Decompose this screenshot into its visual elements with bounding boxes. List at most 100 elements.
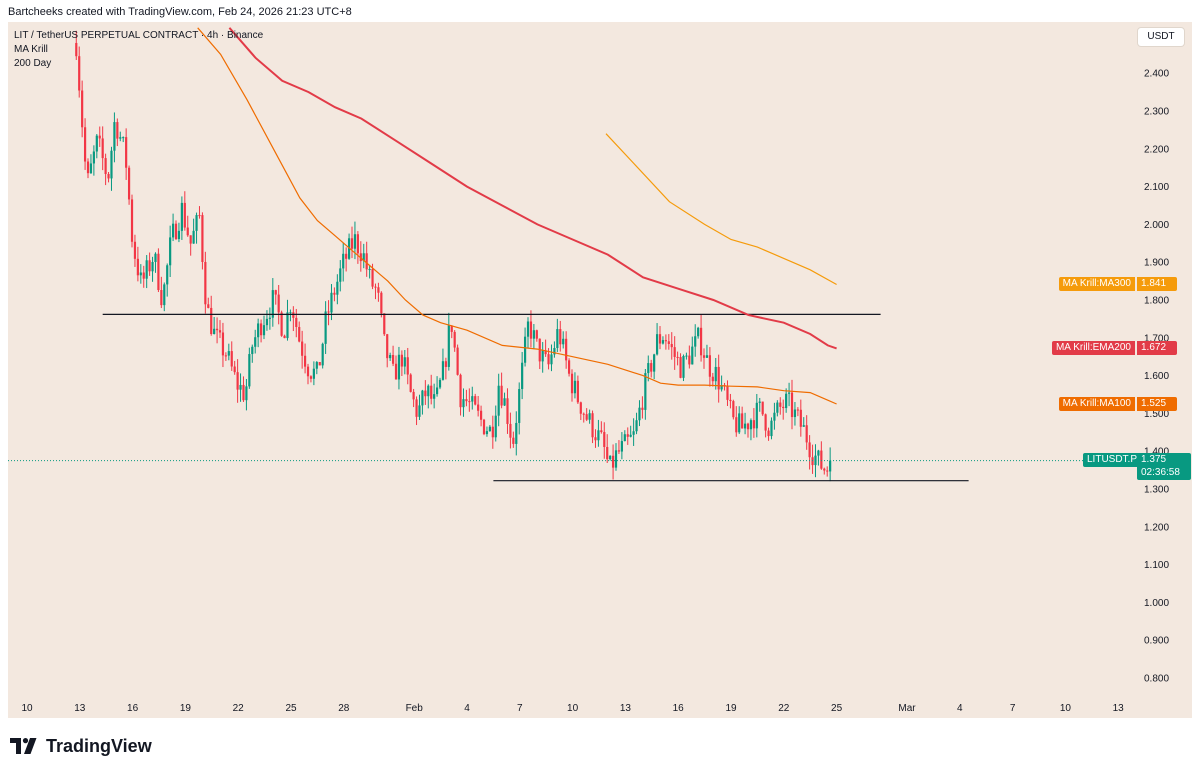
symbol-title[interactable]: LIT / TetherUS PERPETUAL CONTRACT · 4h ·… bbox=[14, 30, 264, 41]
candle-body bbox=[262, 325, 266, 336]
candle-body bbox=[254, 337, 257, 347]
candle-body bbox=[133, 241, 137, 259]
candle-body bbox=[758, 401, 761, 403]
candle-body bbox=[356, 234, 359, 254]
x-tick-label: 19 bbox=[180, 703, 192, 714]
candle-body bbox=[330, 292, 333, 313]
candle-body bbox=[597, 430, 600, 441]
candle-body bbox=[101, 138, 104, 159]
candle-body bbox=[283, 335, 286, 339]
x-tick-label: 10 bbox=[21, 703, 33, 714]
candle-body bbox=[761, 401, 764, 415]
chart-legend: LIT / TetherUS PERPETUAL CONTRACT · 4h ·… bbox=[14, 29, 263, 71]
x-tick-label: 22 bbox=[233, 703, 245, 714]
candle-body bbox=[708, 355, 711, 377]
candle-body bbox=[609, 455, 612, 460]
y-tick-label: 1.800 bbox=[1144, 296, 1169, 307]
candle-body bbox=[776, 402, 779, 413]
candle-body bbox=[113, 122, 116, 151]
candle-body bbox=[306, 366, 310, 377]
candle-body bbox=[339, 268, 342, 282]
y-tick-label: 2.100 bbox=[1144, 182, 1169, 193]
candle-body bbox=[717, 366, 720, 390]
candle-body bbox=[474, 396, 477, 405]
candle-body bbox=[626, 434, 629, 437]
candle-body bbox=[98, 135, 101, 139]
candle-body bbox=[808, 442, 811, 458]
candle-body bbox=[183, 202, 186, 228]
candle-body bbox=[477, 404, 480, 411]
candle-body bbox=[682, 356, 685, 378]
candle-body bbox=[567, 360, 571, 374]
x-tick-label: 25 bbox=[831, 703, 843, 714]
candle-body bbox=[655, 334, 659, 355]
y-tick-label: 1.700 bbox=[1144, 333, 1169, 344]
candle-body bbox=[218, 330, 222, 333]
candle-body bbox=[823, 468, 826, 471]
candle-body bbox=[770, 420, 773, 437]
candle-body bbox=[298, 326, 301, 342]
candle-body bbox=[265, 318, 269, 326]
last-price-value: 1.375 bbox=[1141, 454, 1167, 465]
candle-body bbox=[523, 336, 527, 363]
candle-body bbox=[321, 343, 324, 366]
ma-krill-ema200-line bbox=[228, 27, 837, 350]
y-tick-label: 0.900 bbox=[1144, 636, 1169, 647]
candle-body bbox=[547, 354, 550, 365]
x-tick-label: 16 bbox=[673, 703, 685, 714]
candle-body bbox=[142, 272, 145, 279]
candle-body bbox=[741, 413, 744, 429]
candle-body bbox=[151, 262, 154, 272]
candle-body bbox=[195, 215, 198, 231]
candle-body bbox=[257, 323, 260, 338]
candle-body bbox=[424, 390, 427, 397]
candle-body bbox=[591, 413, 594, 438]
candle-body bbox=[796, 409, 799, 411]
candle-body bbox=[565, 338, 568, 361]
candle-body bbox=[459, 374, 462, 408]
candle-body bbox=[635, 420, 638, 432]
candle-body bbox=[215, 328, 219, 331]
candle-body bbox=[180, 202, 183, 231]
candle-body bbox=[210, 307, 213, 334]
candle-body bbox=[224, 355, 227, 357]
candle-body bbox=[95, 135, 98, 152]
x-tick-label: 22 bbox=[778, 703, 790, 714]
candle-body bbox=[274, 290, 277, 295]
candle-body bbox=[491, 426, 494, 438]
candle-body bbox=[579, 402, 582, 414]
candle-body bbox=[746, 423, 750, 430]
candle-body bbox=[793, 409, 797, 418]
candle-body bbox=[518, 389, 521, 423]
candle-body bbox=[406, 357, 409, 375]
candle-body bbox=[738, 413, 741, 433]
x-tick-label: 10 bbox=[567, 703, 579, 714]
tradingview-logo-icon bbox=[10, 738, 37, 754]
candle-body bbox=[541, 350, 544, 362]
candle-body bbox=[544, 350, 547, 355]
candle-body bbox=[127, 167, 131, 200]
candle-body bbox=[403, 357, 406, 367]
x-tick-label: 19 bbox=[725, 703, 737, 714]
x-tick-label: Feb bbox=[406, 703, 424, 714]
candle-body bbox=[280, 312, 283, 336]
candle-body bbox=[125, 137, 128, 168]
candle-body bbox=[213, 328, 216, 334]
candle-body bbox=[702, 355, 706, 358]
candle-body bbox=[157, 253, 160, 291]
candle-body bbox=[391, 354, 395, 364]
currency-button[interactable]: USDT bbox=[1138, 28, 1184, 46]
candle-body bbox=[550, 354, 553, 365]
tradingview-logo[interactable]: TradingView bbox=[10, 735, 152, 757]
candle-body bbox=[562, 338, 565, 345]
candle-body bbox=[171, 223, 175, 238]
chart-area[interactable] bbox=[8, 22, 1192, 718]
candle-body bbox=[421, 390, 424, 406]
y-tick-label: 2.000 bbox=[1144, 220, 1169, 231]
candle-body bbox=[230, 351, 233, 367]
indicator-name[interactable]: MA Krill bbox=[14, 44, 48, 55]
candle-body bbox=[617, 450, 621, 452]
candle-body bbox=[714, 366, 717, 382]
candle-body bbox=[289, 312, 292, 314]
